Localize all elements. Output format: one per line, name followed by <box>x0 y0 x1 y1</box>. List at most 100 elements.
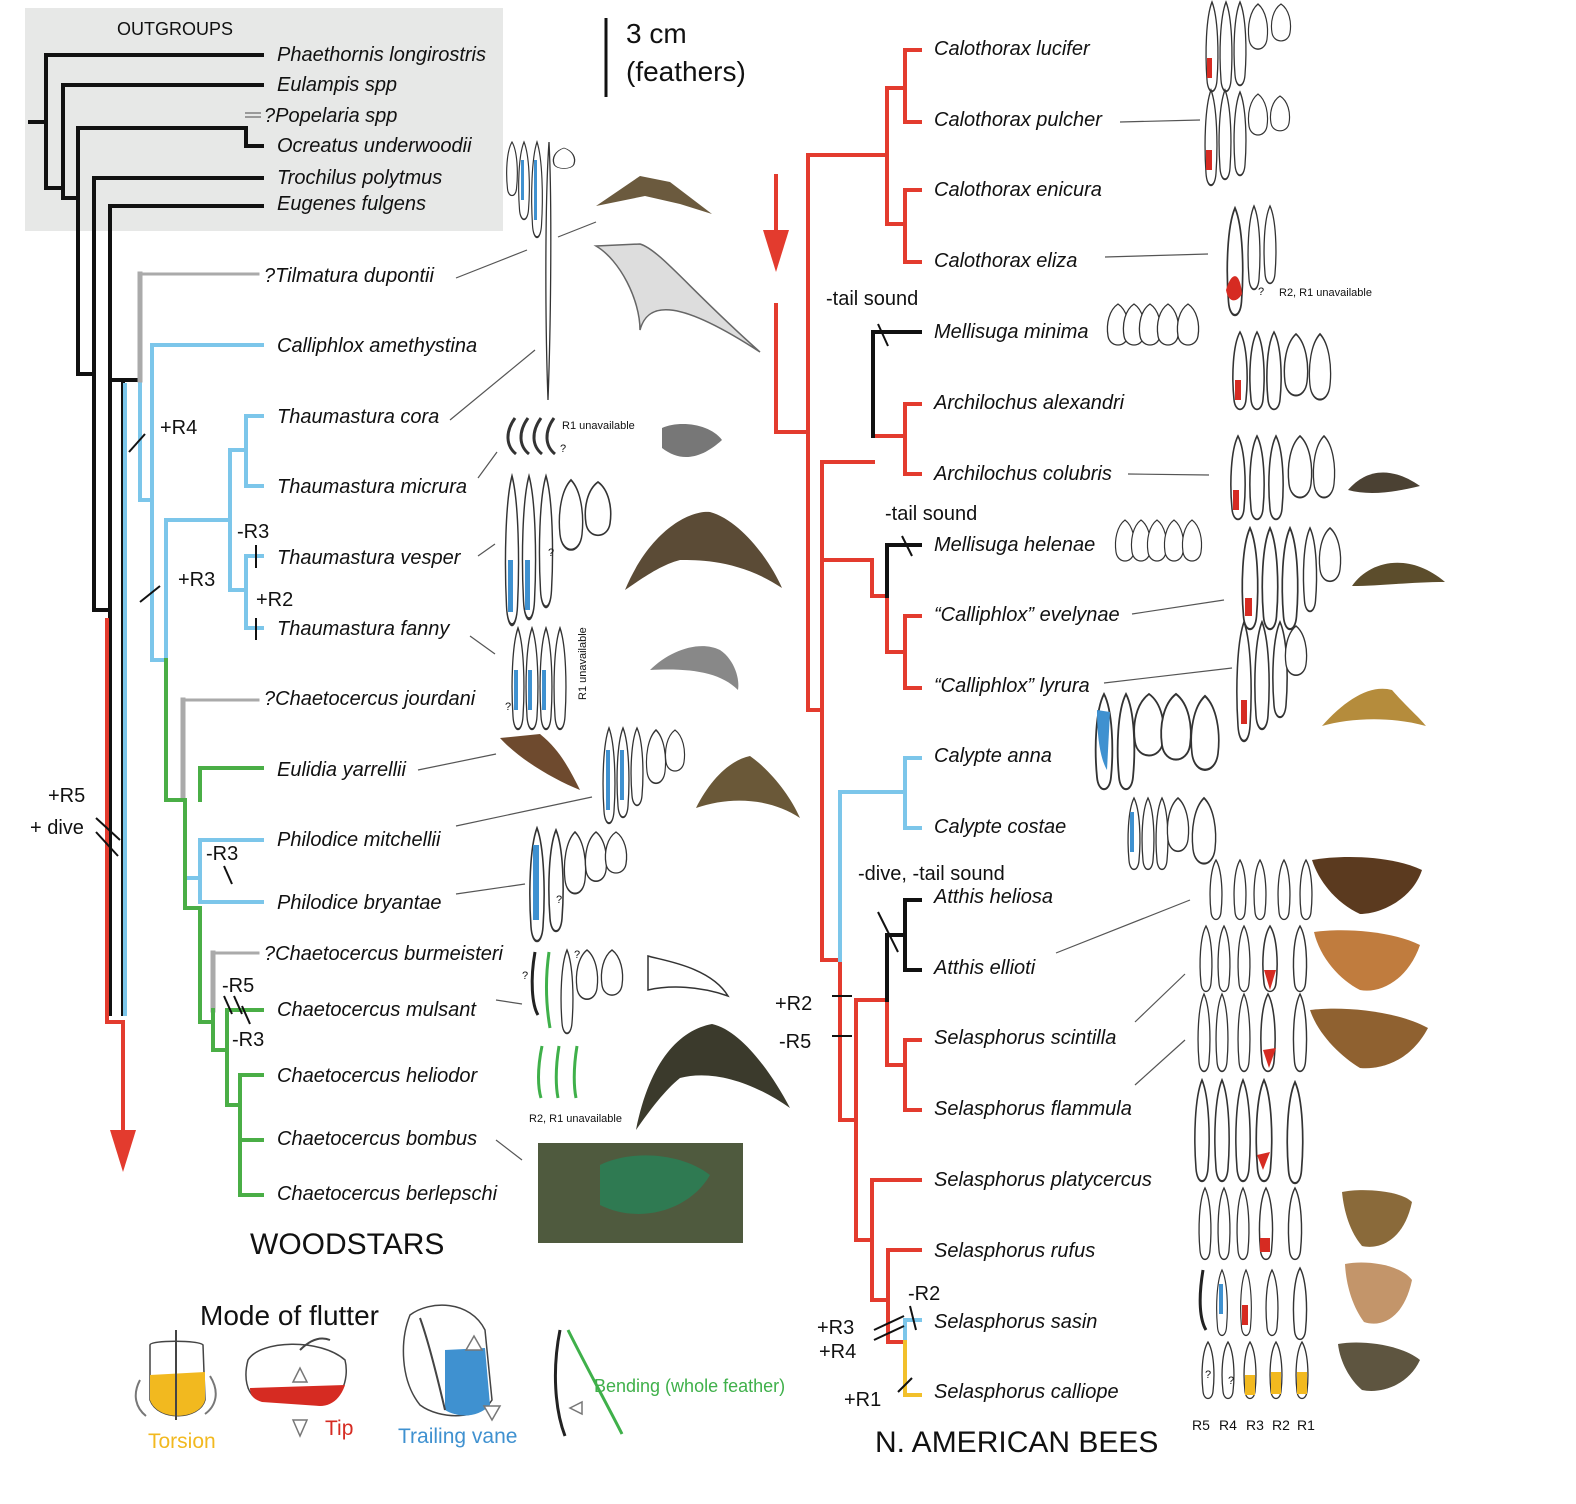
feathers-calothorax-pulcher <box>1204 88 1291 187</box>
feathers-selasphorus-sasin <box>1198 1267 1308 1341</box>
feathers-chaetocercus-heliodor: R2, R1 unavailable <box>529 1045 622 1125</box>
legend-tip: Tip <box>245 1337 353 1440</box>
feathers-calliphlox-lyrura <box>1235 620 1308 743</box>
species-label: ?Chaetocercus burmeisteri <box>264 943 504 965</box>
legend-bending: Bending (whole feather) <box>553 1329 785 1437</box>
r1-unavailable-note: R1 unavailable <box>562 420 635 432</box>
species-label: Chaetocercus heliodor <box>277 1065 478 1087</box>
species-label: ?Chaetocercus jourdani <box>264 688 476 710</box>
event-plus-r2: +R2 <box>256 589 293 611</box>
event-plus-dive: + dive <box>30 817 84 839</box>
feathers-thaumastura-vesper: ? <box>503 474 612 627</box>
woodstars-title: WOODSTARS <box>250 1228 444 1261</box>
bees-arrow-icon <box>763 230 789 272</box>
species-label: Trochilus polytmus <box>277 167 442 189</box>
feathers-archilochus-alexandri <box>1232 331 1332 411</box>
species-label: Atthis heliosa <box>933 886 1053 908</box>
species-label: Calothorax lucifer <box>934 38 1091 60</box>
species-label: Selasphorus rufus <box>934 1240 1095 1262</box>
event-minus-r3-a: -R3 <box>237 521 269 543</box>
outgroups-label: OUTGROUPS <box>117 19 233 39</box>
axis-r5: R5 <box>1192 1417 1210 1433</box>
event-tail-sound-b: -tail sound <box>885 503 977 525</box>
bees-title: N. AMERICAN BEES <box>875 1426 1158 1459</box>
feathers-selasphorus-rufus <box>1198 1187 1303 1261</box>
question-mark: ? <box>548 547 554 559</box>
feathers-archilochus-colubris <box>1229 435 1336 521</box>
species-label: Eulidia yarrellii <box>277 759 406 781</box>
event-minus-r3-b: -R3 <box>206 843 238 865</box>
species-label: Eugenes fulgens <box>277 193 426 215</box>
scale-label-2: (feathers) <box>626 56 746 87</box>
legend-title: Mode of flutter <box>200 1300 379 1331</box>
woodstar-arrow-icon <box>110 1130 136 1172</box>
event-plus-r1-bees: +R1 <box>844 1389 881 1411</box>
feathers-calypte-costae <box>1127 796 1217 871</box>
legend-tip-label: Tip <box>325 1417 353 1440</box>
bees-ticks <box>832 323 917 1393</box>
species-label: Calypte anna <box>934 745 1052 767</box>
r2r1-unavailable-bees: R2, R1 unavailable <box>1279 287 1372 299</box>
feather-axis: R5 R4 R3 R2 R1 <box>1192 1417 1315 1433</box>
question-mark: ? <box>1258 286 1264 298</box>
event-plus-r2-bees: +R2 <box>775 993 812 1015</box>
question-mark: ? <box>560 443 566 455</box>
species-label: Philodice bryantae <box>277 892 442 914</box>
species-label: Calothorax eliza <box>934 250 1077 272</box>
feathers-calliphlox-evelynae <box>1241 526 1342 631</box>
question-mark: ? <box>505 701 511 713</box>
species-label: Eulampis spp <box>277 74 397 96</box>
feathers-chaetocercus-mulsant: ? ? <box>522 949 624 1035</box>
r1-unavailable-vertical: R1 unavailable <box>577 627 589 700</box>
feathers-calothorax-lucifer <box>1205 1 1292 93</box>
species-label: Calothorax pulcher <box>934 109 1103 131</box>
species-label: “Calliphlox” lyrura <box>934 675 1090 697</box>
axis-r2: R2 <box>1272 1417 1290 1433</box>
species-label: Archilochus alexandri <box>933 392 1125 414</box>
species-label: Chaetocercus bombus <box>277 1128 477 1150</box>
feathers-thaumastura-fanny: ? R1 unavailable <box>505 626 589 731</box>
species-label: Archilochus colubris <box>933 463 1112 485</box>
species-label: Calypte costae <box>934 816 1066 838</box>
question-mark: ? <box>1228 1375 1234 1387</box>
species-label: Mellisuga minima <box>934 321 1089 343</box>
feathers-calypte-anna <box>1094 692 1220 791</box>
species-label: ?Popelaria spp <box>264 105 397 127</box>
bees-tree <box>774 48 922 1397</box>
r2r1-unavailable-note: R2, R1 unavailable <box>529 1113 622 1125</box>
feathers-mellisuga-helenae <box>1114 519 1203 562</box>
species-label: ?Tilmatura dupontii <box>264 265 434 287</box>
feathers-selasphorus-scintilla <box>1199 925 1308 993</box>
species-label: Selasphorus scintilla <box>934 1027 1116 1049</box>
event-plus-r5: +R5 <box>48 785 85 807</box>
species-label: “Calliphlox” evelynae <box>934 604 1120 626</box>
legend-torsion: Torsion <box>134 1330 217 1453</box>
feathers-atthis-heliosa <box>1209 859 1313 921</box>
bees-photos <box>1310 472 1445 1391</box>
scale-label-1: 3 cm <box>626 18 687 49</box>
species-label: Thaumastura fanny <box>277 618 450 640</box>
feathers-selasphorus-calliope: ? ? <box>1201 1341 1309 1400</box>
question-mark: ? <box>556 894 562 906</box>
event-plus-r4-bees: +R4 <box>819 1341 856 1363</box>
feathers-mellisuga-minima <box>1106 303 1200 346</box>
question-mark: ? <box>1205 1369 1211 1381</box>
species-label: Ocreatus underwoodii <box>277 135 472 157</box>
event-minus-r2-bees: -R2 <box>908 1283 940 1305</box>
species-label: Calothorax enicura <box>934 179 1102 201</box>
event-plus-r3-bees: +R3 <box>817 1317 854 1339</box>
species-label: Mellisuga helenae <box>934 534 1095 556</box>
question-mark: ? <box>574 949 580 961</box>
legend-bending-label: Bending (whole feather) <box>594 1376 785 1396</box>
species-label: Selasphorus platycercus <box>934 1169 1152 1191</box>
species-label: Thaumastura vesper <box>277 547 462 569</box>
question-mark: ? <box>522 970 528 982</box>
species-label: Thaumastura micrura <box>277 476 467 498</box>
feathers-tilmatura <box>506 140 576 401</box>
legend-trailing-vane: Trailing vane <box>398 1304 517 1448</box>
species-label: Calliphlox amethystina <box>277 335 477 357</box>
species-label: Chaetocercus mulsant <box>277 999 477 1021</box>
outgroups-box <box>25 8 503 231</box>
legend-torsion-label: Torsion <box>148 1430 216 1453</box>
